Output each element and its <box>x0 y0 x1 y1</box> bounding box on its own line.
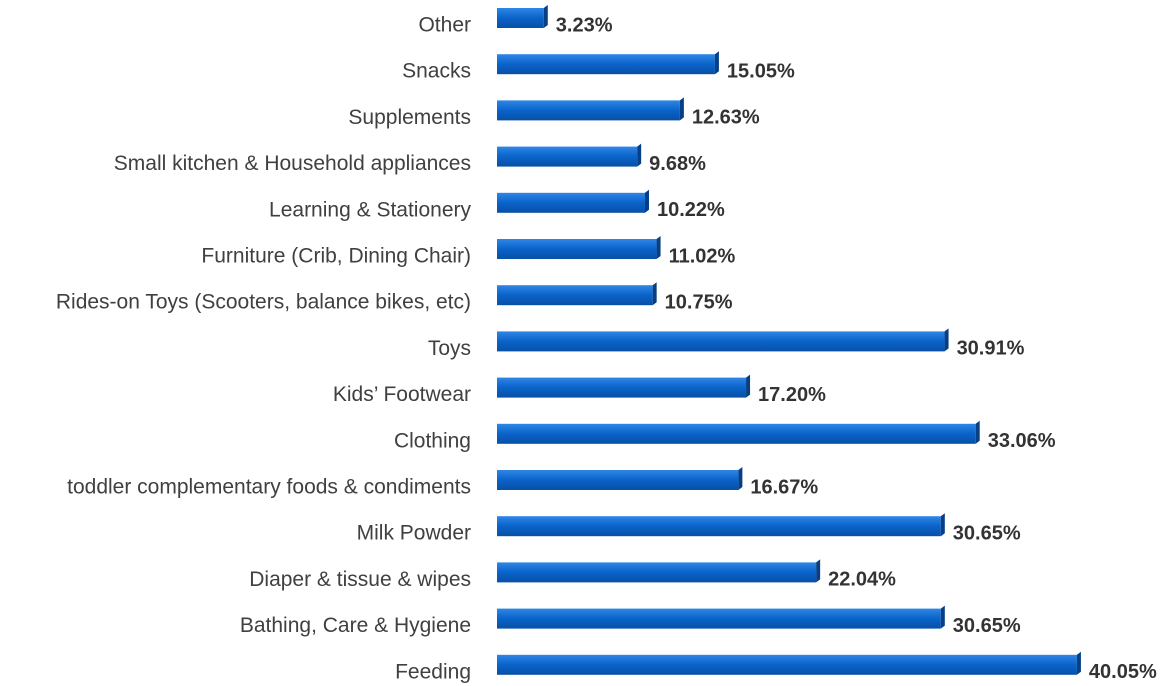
value-label: 3.23% <box>556 14 613 36</box>
bar <box>497 377 747 398</box>
category-label: Learning & Stationery <box>269 198 471 221</box>
bar-edge <box>543 5 548 28</box>
category-label: Kids’ Footwear <box>333 383 471 406</box>
category-label: Furniture (Crib, Dining Chair) <box>201 245 471 268</box>
value-label: 10.75% <box>665 291 733 313</box>
bar-edge <box>975 420 980 444</box>
bar <box>497 562 817 583</box>
bar-edge <box>656 236 661 259</box>
bar <box>497 331 945 352</box>
value-label: 30.91% <box>957 338 1025 360</box>
value-label: 30.65% <box>953 615 1021 637</box>
category-label: Diaper & tissue & wipes <box>249 568 471 591</box>
bar-edge <box>679 97 684 121</box>
value-label: 22.04% <box>828 569 896 591</box>
category-label: Toys <box>428 337 471 360</box>
value-label: 30.65% <box>953 522 1021 544</box>
category-label: Small kitchen & Household appliances <box>114 152 471 175</box>
value-label: 15.05% <box>727 60 795 82</box>
bar <box>497 285 653 306</box>
category-label: Feeding <box>395 660 471 683</box>
value-label: 40.05% <box>1089 661 1157 683</box>
value-label: 10.22% <box>657 199 725 221</box>
bar-edge <box>746 374 751 398</box>
bar <box>497 146 638 167</box>
value-label: 11.02% <box>669 245 736 267</box>
category-label: Milk Powder <box>357 522 471 545</box>
category-label: Snacks <box>402 60 471 83</box>
bar <box>497 516 941 537</box>
bar <box>497 54 715 75</box>
bar <box>497 423 976 444</box>
category-label: Other <box>418 14 471 37</box>
value-label: 16.67% <box>750 476 818 498</box>
bar-edge <box>637 143 642 167</box>
bar-edge <box>652 282 657 306</box>
category-label: toddler complementary foods & condiments <box>67 476 471 499</box>
bar-edge <box>944 328 949 352</box>
category-label: Clothing <box>394 429 471 452</box>
bar <box>497 608 941 629</box>
bar-edge <box>644 189 649 213</box>
bar <box>497 239 657 259</box>
bar-edge <box>714 51 719 75</box>
bar-edge <box>940 513 945 537</box>
bar-edge <box>1076 651 1081 675</box>
value-label: 12.63% <box>692 107 760 129</box>
category-label: Supplements <box>348 106 471 129</box>
bar-edge <box>738 467 743 490</box>
bar <box>497 654 1077 675</box>
bar-edge <box>816 559 821 583</box>
bar <box>497 100 680 121</box>
bar <box>497 8 544 28</box>
value-label: 9.68% <box>649 153 706 175</box>
category-label: Bathing, Care & Hygiene <box>240 614 471 637</box>
bar <box>497 470 739 490</box>
bar-edge <box>940 605 945 629</box>
bar <box>497 192 645 213</box>
value-label: 17.20% <box>758 384 826 406</box>
value-label: 33.06% <box>988 430 1056 452</box>
category-label: Rides-on Toys (Scooters, balance bikes, … <box>56 291 471 314</box>
